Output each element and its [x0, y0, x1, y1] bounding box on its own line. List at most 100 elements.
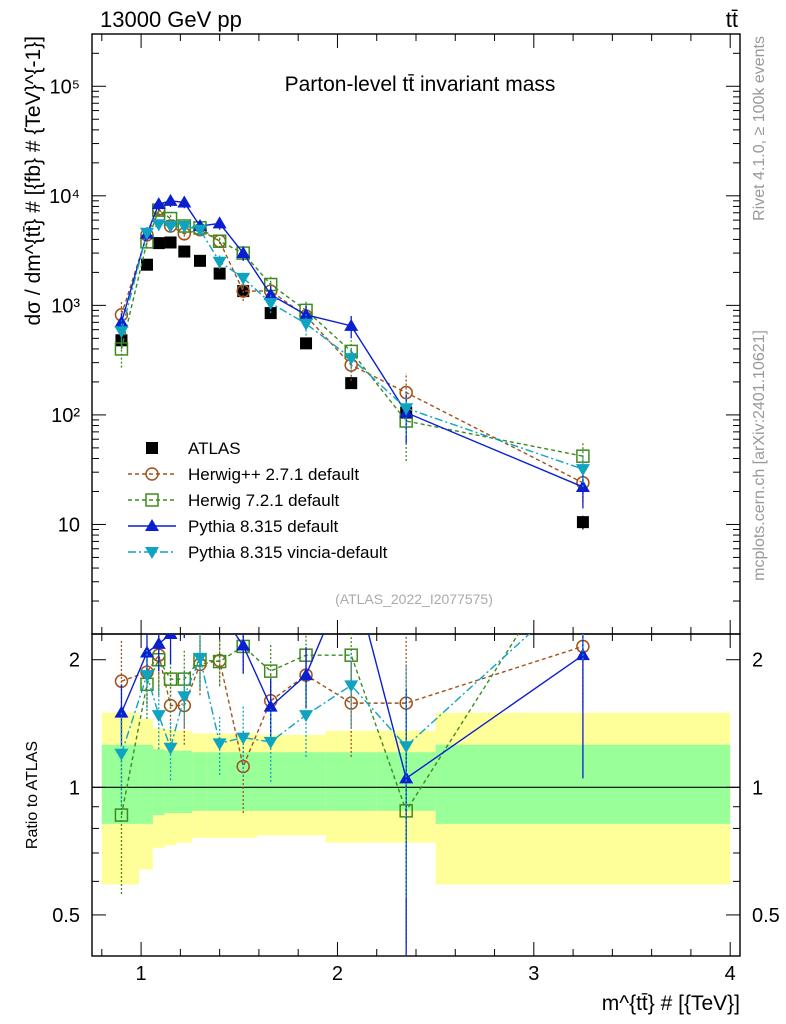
series-4-point	[151, 219, 166, 232]
band-inner-4	[176, 750, 193, 813]
legend-marker-3	[145, 519, 159, 531]
series-4-point	[399, 403, 414, 416]
series-3-point	[344, 318, 359, 331]
series-4-point	[163, 221, 178, 234]
ratio-tick-label-right: 0.5	[752, 905, 780, 927]
series-2-point	[114, 342, 129, 356]
band-inner-6	[207, 752, 230, 811]
series-4-ratio-point	[193, 652, 207, 665]
y-tick-label: 10³	[51, 295, 80, 317]
series-4-point	[193, 224, 207, 237]
series-4-point	[263, 298, 278, 311]
series-4-ratio-point	[299, 710, 314, 723]
series-4-ratio-point	[399, 741, 414, 754]
band-inner-7	[229, 752, 257, 811]
series-2	[114, 203, 590, 478]
series-3-ratio-point	[163, 634, 178, 639]
series-2-ratio-point	[263, 664, 278, 678]
x-tick-label: 2	[332, 963, 343, 985]
x-axis-label: m^{tt̄} # [{TeV}]	[602, 992, 740, 1015]
series-0-point	[194, 254, 206, 267]
series-4-point	[177, 221, 192, 234]
series-3-point	[151, 197, 166, 210]
x-tick-label: 1	[136, 963, 147, 985]
series-3-ratio-point	[236, 638, 251, 651]
band-inner-8	[256, 752, 287, 811]
legend: ATLAS Herwig++ 2.7.1 default Herwig 7.2.1 …	[128, 439, 388, 562]
series-4-point	[236, 272, 251, 285]
series-4-ratio-point	[151, 710, 166, 723]
y-axis-label: dσ / dm^{tt̄} # [{fb} # {TeV}^{-1}]	[22, 36, 45, 326]
legend-label-2: Herwig 7.2.1 default	[188, 491, 339, 510]
series-0	[115, 236, 589, 530]
series-3-point	[263, 287, 278, 300]
side-label-rivet: Rivet 4.1.0, ≥ 100k events	[751, 36, 768, 221]
x-tick-label: 3	[528, 963, 539, 985]
axes: 1 2 3 4 10 10² 10³ 10⁴ 10⁵ 0.5 0.5 1 1 2 2	[49, 33, 780, 985]
band-inner-9	[286, 752, 326, 811]
series-3-point	[177, 195, 192, 208]
series-4-line	[120, 223, 584, 470]
legend-marker-2	[145, 493, 159, 507]
y-tick-label: 10⁴	[49, 186, 80, 208]
main-series	[114, 193, 590, 530]
series-4-point	[212, 256, 227, 269]
series-2-ratio-point	[212, 654, 227, 669]
series-4-ratio-point	[212, 738, 227, 751]
series-0-point	[300, 337, 313, 350]
series-3-ratio-point	[151, 636, 166, 649]
series-3	[114, 193, 590, 509]
series-3-point	[212, 216, 227, 229]
series-0-point	[178, 245, 191, 258]
header-energy: 13000 GeV pp	[100, 7, 242, 32]
series-4-ratio	[114, 580, 590, 898]
series-4-point	[344, 353, 359, 366]
series-4-point	[299, 318, 314, 331]
ratio-tick-label-right: 1	[752, 777, 763, 799]
series-0-point	[164, 236, 177, 249]
legend-marker-4	[145, 547, 159, 559]
series-4-ratio-point	[236, 732, 251, 745]
series-4	[114, 218, 590, 487]
series-3-ratio-point	[177, 604, 191, 616]
side-label-mcplots: mcplots.cern.ch [arXiv:2401.10621]	[751, 330, 768, 581]
header-process: tt̄	[726, 7, 738, 32]
band-inner-3	[164, 750, 177, 813]
band-inner-1	[139, 744, 153, 824]
y-tick-label: 10⁵	[49, 76, 80, 98]
series-3-point	[236, 246, 251, 259]
ratio-tick-label: 0.5	[52, 905, 80, 927]
series-3-ratio-point	[213, 604, 227, 616]
series-0-point	[152, 237, 165, 250]
series-2-ratio-point	[114, 808, 129, 822]
series-4-ratio-point	[139, 670, 154, 683]
ratio-plot-frame	[91, 633, 741, 957]
chart-title: Parton-level tt̄ invariant mass	[285, 73, 556, 96]
series-0-point	[213, 267, 226, 280]
y-tick-label: 10	[58, 514, 80, 536]
series-3-ratio-point	[299, 668, 314, 681]
series-4-ratio-point	[163, 742, 178, 755]
series-4-point	[575, 464, 590, 477]
series-3-ratio-point	[263, 699, 278, 712]
ratio-y-axis-label: Ratio to ATLAS	[24, 741, 41, 849]
series-4-ratio-point	[263, 736, 278, 749]
series-3-point	[299, 307, 314, 320]
series-3-ratio-point	[114, 705, 129, 718]
ratio-tick-label: 2	[69, 650, 80, 672]
band-inner-2	[152, 749, 165, 816]
series-4-point	[114, 326, 129, 339]
series-4-ratio-point	[576, 580, 590, 592]
legend-label-4: Pythia 8.315 vincia-default	[188, 543, 388, 562]
ratio-uncertainty-bands	[101, 712, 731, 885]
series-2-point	[212, 234, 227, 248]
series-3-ratio-point	[193, 604, 207, 616]
series-2-line	[120, 209, 584, 457]
legend-marker-0	[146, 442, 158, 454]
legend-label-3: Pythia 8.315 default	[188, 517, 339, 536]
ratio-tick-label-right: 2	[752, 650, 763, 672]
series-4-point	[139, 227, 154, 240]
series-4-ratio-point	[114, 748, 129, 761]
analysis-label: (ATLAS_2022_I2077575)	[335, 591, 493, 607]
